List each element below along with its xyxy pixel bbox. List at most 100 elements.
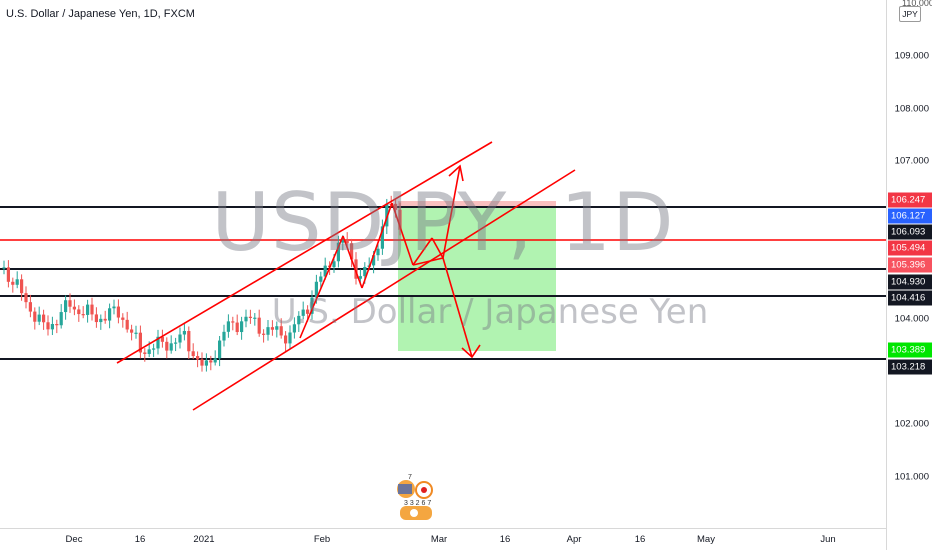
wave-line: [431, 237, 444, 259]
candle-body: [94, 314, 98, 323]
price-tag: 103.389: [888, 342, 932, 358]
candle-body: [297, 315, 301, 325]
price-tick: 102.000: [894, 418, 929, 430]
candle-body: [323, 265, 327, 277]
candle-body: [218, 340, 222, 359]
price-tag: 105.494: [888, 240, 932, 256]
logo-number-top: 7: [408, 474, 412, 481]
wave-line: [342, 235, 363, 289]
candle-body: [99, 318, 103, 323]
candle-body: [42, 314, 46, 323]
candle-body: [20, 279, 24, 294]
candle-body: [191, 351, 195, 357]
price-tag: 106.093: [888, 224, 932, 240]
candle-body: [15, 279, 19, 285]
candle-body: [50, 323, 54, 330]
candle-body: [275, 326, 279, 330]
candle-body: [319, 276, 323, 282]
candle-body: [2, 267, 6, 269]
price-tick-top: 110.000: [902, 0, 932, 8]
candle-body: [279, 326, 283, 336]
candle-body: [262, 333, 266, 335]
candle-body: [341, 240, 345, 243]
candle-body: [301, 309, 305, 316]
candle-body: [363, 266, 367, 277]
price-tick: 101.000: [894, 471, 929, 483]
candle-body: [231, 321, 235, 323]
logo-number-bottom: 3 3 2 6 7: [404, 500, 432, 507]
candle-body: [314, 281, 318, 298]
price-tag: 104.930: [888, 274, 932, 290]
candle-body: [358, 276, 362, 279]
candle-body: [24, 293, 28, 303]
candle-body: [147, 349, 151, 354]
channel-lower-line: [192, 169, 576, 411]
candle-body: [394, 203, 398, 210]
candle-body: [213, 358, 217, 363]
candle-body: [200, 359, 204, 366]
candle-body: [55, 323, 59, 326]
candle-body: [284, 335, 288, 344]
candle-body: [112, 306, 116, 309]
candle-body: [108, 308, 112, 321]
candle-body: [121, 317, 125, 320]
candle-body: [152, 348, 156, 350]
symbol-title[interactable]: U.S. Dollar / Japanese Yen, 1D, FXCM: [6, 8, 195, 20]
candle-body: [204, 360, 208, 366]
description-watermark: U.S. Dollar / Japanese Yen: [271, 292, 709, 332]
candle-body: [345, 240, 349, 244]
price-tick: 109.000: [894, 50, 929, 62]
time-tick: 16: [134, 534, 146, 545]
author-logo: 7 3 3 2 6 7: [392, 474, 444, 526]
price-scale[interactable]: 110.000 JPY 109.000 108.000 107.000 104.…: [886, 0, 932, 550]
candle-body: [178, 334, 182, 343]
currency-label[interactable]: JPY: [899, 6, 921, 22]
candle-body: [174, 342, 178, 344]
candle-body: [160, 336, 164, 342]
candle-body: [143, 352, 147, 354]
candle-body: [81, 314, 85, 316]
candle-body: [59, 312, 63, 326]
candle-body: [125, 319, 129, 330]
candle-body: [253, 317, 257, 319]
price-tag: 106.247: [888, 192, 932, 208]
candle-body: [385, 203, 389, 227]
candle-body: [182, 330, 186, 335]
symbol-watermark: USDJPY, 1D: [211, 176, 675, 269]
price-tick: 104.000: [894, 313, 929, 325]
candle-body: [266, 327, 270, 335]
candle-body: [306, 309, 310, 314]
channel-upper-line: [116, 141, 493, 364]
candle-body: [37, 314, 41, 322]
candle-body: [64, 300, 68, 313]
candle-body: [226, 321, 230, 332]
time-scale[interactable]: Dec 16 2021 Feb Mar 16 Apr 16 May Jun: [0, 528, 886, 551]
candle-body: [72, 306, 76, 310]
time-tick: 16: [634, 534, 646, 545]
wave-line: [391, 202, 414, 266]
candle-body: [376, 248, 380, 256]
candle-body: [354, 259, 358, 279]
candle-body: [165, 341, 169, 351]
wave-line: [412, 237, 433, 266]
candle-body: [332, 261, 336, 268]
candle-body: [270, 327, 274, 330]
candle-body: [46, 322, 50, 330]
time-tick: Dec: [65, 534, 83, 545]
candle-body: [398, 209, 402, 230]
candle-body: [380, 226, 384, 249]
candle-body: [292, 324, 296, 333]
candle-body: [336, 242, 340, 262]
candle-body: [372, 255, 376, 266]
price-tick: 108.000: [894, 103, 929, 115]
candle-body: [77, 309, 81, 315]
time-tick: Jun: [820, 534, 836, 545]
wave-line: [299, 235, 344, 339]
price-chart[interactable]: [0, 0, 886, 528]
projection-up-line: [442, 165, 461, 259]
candle-body: [103, 318, 107, 321]
time-tick: Mar: [430, 534, 448, 545]
candle-body: [187, 330, 191, 352]
candle-body: [6, 267, 10, 282]
